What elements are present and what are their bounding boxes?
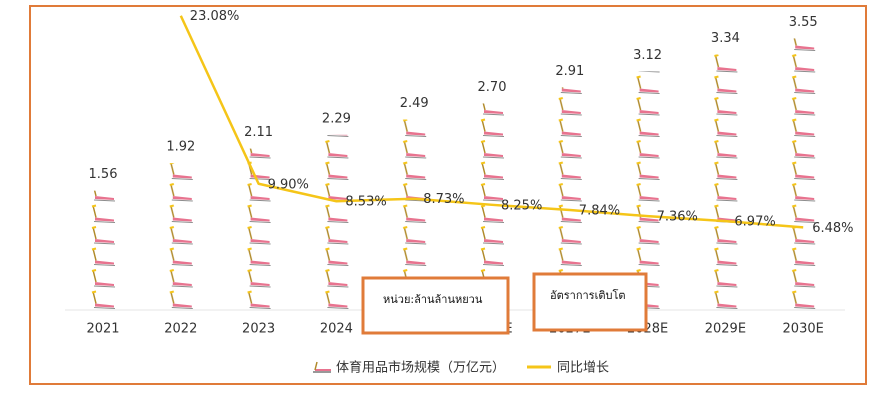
x-tick-label: 2022 (164, 322, 197, 337)
x-tick-label: 2029E (705, 322, 746, 337)
annotation: อัตราการเติบโต (550, 288, 626, 302)
line-value-label: 6.48% (812, 221, 853, 236)
bar (479, 103, 505, 310)
frame (29, 5, 867, 385)
line-value-label: 9.90% (268, 177, 309, 192)
x-tick-label: 2024 (320, 322, 353, 337)
bar (167, 163, 194, 310)
bar (90, 190, 116, 310)
legend-label: 体育用品市场规模（万亿元） (336, 360, 505, 376)
value-label: 2.70 (478, 80, 507, 95)
legend-label: 同比增长 (557, 361, 609, 376)
bar (245, 148, 272, 310)
bar (634, 71, 661, 310)
bar (712, 54, 739, 310)
value-label: 2.29 (322, 111, 351, 126)
value-label: 3.34 (711, 31, 740, 46)
annotation: หน่วย:ล้านล้านหยวน (383, 293, 483, 306)
line-value-label: 7.84% (579, 204, 620, 219)
x-tick-label: 2023 (242, 322, 275, 337)
value-label: 3.12 (633, 48, 662, 63)
line-value-label: 23.08% (190, 9, 240, 24)
bar (790, 38, 817, 311)
value-label: 1.56 (89, 167, 118, 182)
legend-icon (313, 361, 331, 373)
line-value-label: 8.25% (501, 198, 542, 213)
line (179, 15, 804, 229)
line-value-label: 8.73% (423, 192, 464, 207)
x-tick-label: 2021 (86, 322, 119, 337)
annotation-box (361, 276, 510, 335)
x-tick-label: 2030E (783, 322, 824, 337)
line-value-label: 6.97% (734, 215, 775, 230)
value-label: 1.92 (166, 140, 195, 155)
value-label: 2.91 (555, 64, 584, 79)
value-label: 2.49 (400, 96, 429, 111)
annotation-box (532, 272, 648, 332)
value-label: 2.11 (244, 125, 273, 140)
line-value-label: 7.36% (657, 210, 698, 225)
line-value-label: 8.53% (345, 195, 386, 210)
value-label: 3.55 (789, 15, 818, 30)
bar (323, 134, 350, 310)
